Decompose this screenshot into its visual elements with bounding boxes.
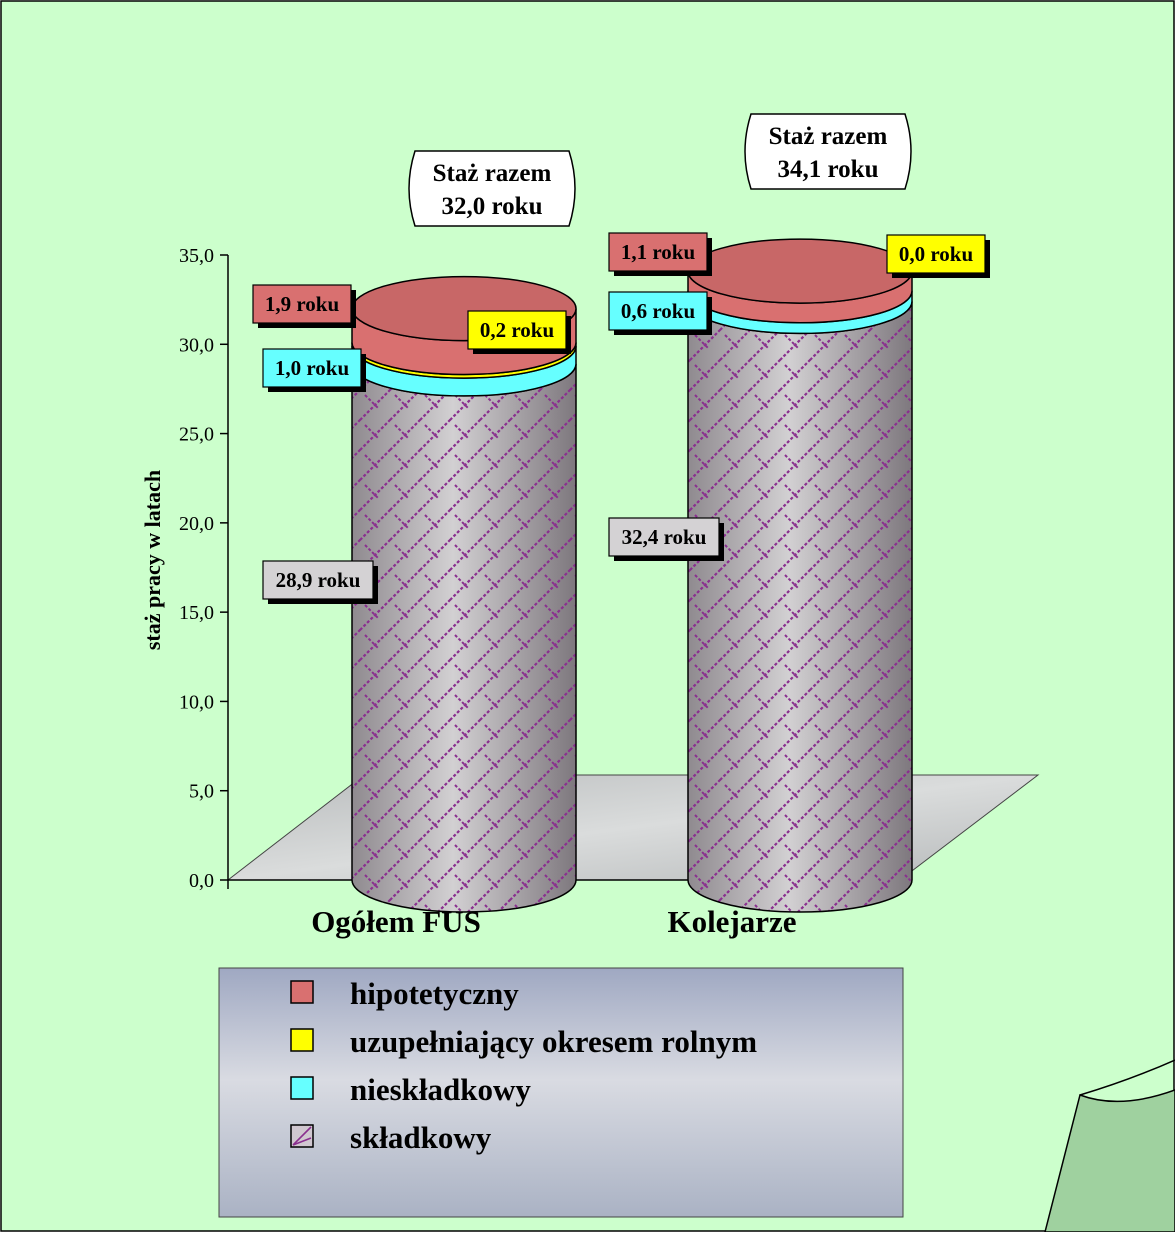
data-label-text: 0,0 roku [899,242,974,266]
total-callout: Staż razem 32,0 roku [408,150,576,227]
cylinder-kolejarze [687,238,913,913]
bar-segment-hatch [351,363,577,913]
y-tick-label: 5,0 [189,781,214,803]
data-label-text: 0,6 roku [621,299,696,323]
total-callout-box [408,150,576,227]
data-label-box [467,310,567,350]
legend-swatch [290,1076,314,1100]
category-label: Ogółem FUS [311,904,481,939]
legend-box [218,967,904,1218]
total-callout-line2: 34,1 roku [778,156,879,183]
legend-swatch [290,980,314,1004]
y-tick-label: 25,0 [179,424,214,446]
bar-top-cap [687,238,913,304]
legend-swatch-hatch [292,1126,312,1146]
data-label-box [262,348,362,388]
legend-label: hipotetyczny [350,976,519,1011]
legend-label: składkowy [350,1120,492,1155]
total-callout-box [744,113,912,190]
bar-segment-hatch [687,301,913,913]
legend-item: hipotetyczny [290,976,519,1011]
data-label: 0,0 roku [886,234,990,278]
data-label-text: 0,2 roku [480,318,555,342]
y-tick-label: 30,0 [179,334,214,356]
data-label: 0,6 roku [608,291,712,335]
data-label: 1,1 roku [608,232,712,276]
y-tick-label: 15,0 [179,602,214,624]
data-labels: 28,9 roku 32,4 roku 1,0 roku 0,6 roku 0,2 ro… [252,113,990,604]
total-callout-line1: Staż razem [769,123,888,150]
data-label-box [886,234,986,274]
cylinder-ogolem-fus [351,275,577,913]
data-label-box [262,560,374,600]
category-label: Kolejarze [667,904,796,939]
legend-label: nieskładkowy [350,1072,531,1107]
data-label-box [252,284,352,324]
category-labels: Ogółem FUS Kolejarze [311,904,796,939]
data-label-text: 28,9 roku [276,568,361,592]
chart-floor [226,774,1040,881]
data-label: 32,4 roku [608,517,724,561]
total-callout-line2: 32,0 roku [442,193,543,220]
data-label-text: 32,4 roku [622,525,707,549]
legend-item: nieskładkowy [290,1072,531,1107]
data-label-text: 1,1 roku [621,240,696,264]
y-tick-label: 10,0 [179,691,214,713]
y-tick-label: 35,0 [179,245,214,267]
legend-label: uzupełniający okresem rolnym [350,1024,757,1059]
total-callout: Staż razem 34,1 roku [744,113,912,190]
y-axis-ticks: 0,0 5,0 10,0 15,0 20,0 25,0 30,0 35,0 [179,245,228,892]
page-curl-edge [1079,1059,1175,1096]
data-label-box [608,291,708,331]
y-axis-label: staż pracy w latach [140,470,165,650]
data-label: 0,2 roku [467,310,571,354]
y-tick-label: 0,0 [189,870,214,892]
total-callout-line1: Staż razem [433,160,552,187]
data-label-text: 1,9 roku [265,292,340,316]
data-label-box [608,232,708,272]
data-label: 1,0 roku [262,348,366,392]
legend-item: uzupełniający okresem rolnym [290,1024,757,1059]
legend-swatch [290,1028,314,1052]
legend-item: składkowy [290,1120,492,1155]
data-label-text: 1,0 roku [275,356,350,380]
y-tick-label: 20,0 [179,513,214,535]
data-label-box [608,517,720,557]
legend: hipotetyczny uzupełniający okresem rolnym… [218,967,904,1218]
data-label: 28,9 roku [262,560,378,604]
data-label: 1,9 roku [252,284,356,328]
legend-items: hipotetyczny uzupełniający okresem rolnym… [290,976,757,1155]
